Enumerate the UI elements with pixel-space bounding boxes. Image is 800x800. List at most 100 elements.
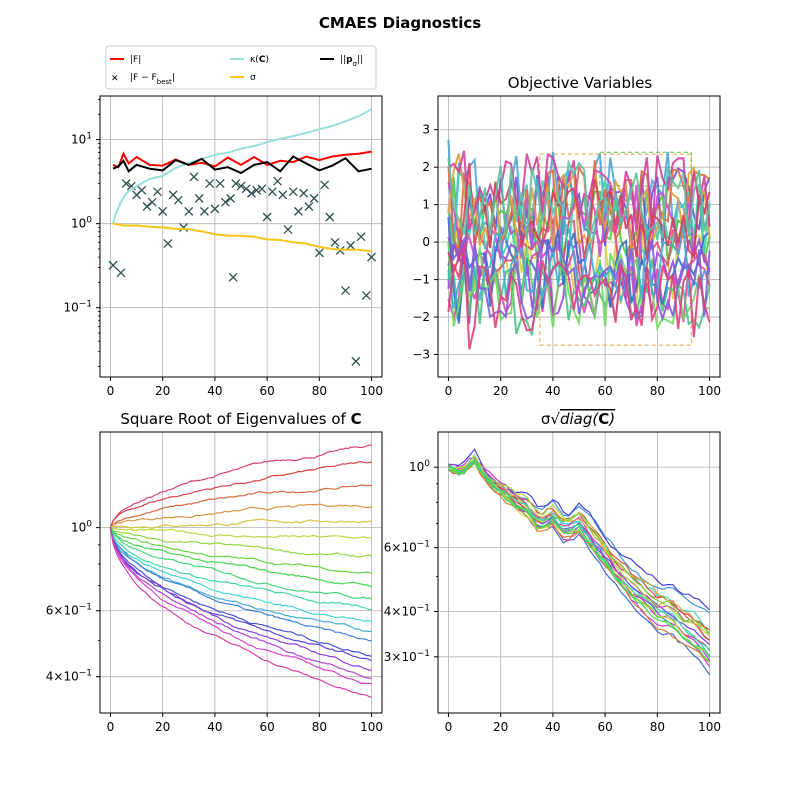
series-marker [121,179,131,189]
axes-frame [99,95,383,378]
y-tick-label: 2 [422,160,430,174]
series-marker [309,193,319,203]
x-tick-label: 100 [698,720,721,734]
legend: |F| ✕ |F − Fbest| κ(C) σ ||pσ|| [105,45,377,90]
eigenvalue-trace [109,503,372,529]
x-tick-label: 20 [155,720,170,734]
series-marker [273,176,283,186]
eigenvalue-trace [109,526,372,600]
panel-1-series [108,108,377,366]
series-marker [158,206,168,216]
diag-trace [448,462,711,658]
series-line [112,150,372,169]
legend-label-F: |F| [130,55,141,65]
x-tick-label: 80 [650,384,665,398]
x-tick-label: 80 [312,720,327,734]
variable-trace [447,157,711,241]
eigenvalue-trace [110,527,372,558]
eigenvalue-trace [109,527,372,662]
panel-3-title: Square Root of Eigenvalues of C [120,410,361,428]
diag-trace [448,458,711,637]
axes-frame [99,431,383,714]
variable-trace [447,160,711,252]
eigenvalue-trace [109,527,372,671]
eigenvalue-trace [109,526,372,588]
series-marker [278,190,288,200]
y-tick-label: −2 [412,310,430,324]
x-tick-label: 100 [698,384,721,398]
y-tick-label: 1 [422,198,430,212]
best-envelope [599,151,692,187]
series-marker [179,223,189,232]
eigenvalue-trace [109,527,372,679]
series-marker [194,193,204,203]
legend-label-sigma: σ [250,73,256,83]
series-marker [346,241,356,250]
eigenvalue-trace [109,460,372,528]
x-tick-label: 20 [493,384,508,398]
eigenvalue-trace [109,527,372,685]
diag-trace [448,463,711,634]
variable-trace [447,242,710,332]
eigenvalue-trace [109,527,372,642]
x-tick-label: 20 [493,720,508,734]
series-marker [283,225,293,235]
series-marker [152,187,162,197]
series-marker [142,202,152,211]
series-marker [236,181,246,191]
eigenvalue-trace [109,528,372,633]
series-marker [267,187,277,197]
diag-trace [448,458,711,651]
series-marker [257,184,267,194]
series-marker [116,268,126,278]
series-marker [184,206,194,216]
panel-4-title: σ√diag(C) [541,410,615,428]
eigenvalue-trace [109,484,372,529]
series-marker [246,188,256,198]
series-marker [299,188,309,198]
series-marker [262,212,272,222]
series-marker [367,252,377,262]
x-tick-label: 60 [597,384,612,398]
x-tick-label: 100 [360,720,383,734]
y-tick-label: 0 [422,235,430,249]
diag-trace [448,458,710,641]
eigenvalue-trace [110,518,372,529]
series-marker [252,185,262,195]
y-tick-label: −1 [412,273,430,287]
variable-trace [447,218,711,309]
x-tick-label: 0 [445,384,453,398]
x-tick-label: 60 [259,720,274,734]
series-marker [210,204,220,214]
legend-label-kappa: κ(C) [250,55,269,65]
x-tick-label: 80 [650,720,665,734]
series-marker [163,239,173,249]
axes-frame [437,95,721,378]
eigenvalue-trace [109,527,372,657]
x-tick-label: 60 [259,384,274,398]
x-tick-label: 80 [312,384,327,398]
panel-4-series [447,448,711,676]
panel-2-series [447,139,711,350]
series-marker [215,179,225,189]
y-tick-label: 3 [422,123,430,137]
series-marker [199,206,209,216]
series-marker [330,237,340,247]
x-tick-label: 20 [155,384,170,398]
series-line [112,108,373,224]
series-marker [351,356,361,366]
eigenvalue-trace [110,527,372,539]
panel-2-title: Objective Variables [508,74,653,92]
eigenvalue-trace [109,527,372,622]
series-marker [189,172,199,182]
eigenvalue-trace [109,444,372,529]
series-marker [361,290,371,300]
series-line [112,155,372,175]
variable-trace [447,216,711,324]
x-tick-label: 40 [545,720,560,734]
panel-2-plot: 0 20 40 60 80 100 3 2 1 0 −1 −2 −3 [412,95,721,398]
x-tick-label: 60 [597,720,612,734]
series-marker [356,232,366,242]
series-marker [325,212,335,222]
